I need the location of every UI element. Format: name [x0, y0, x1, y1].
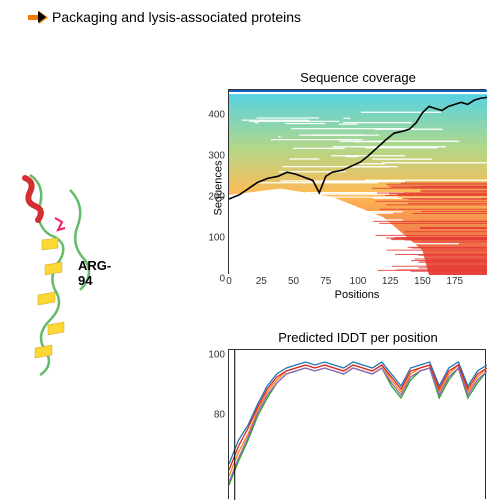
legend: Packaging and lysis-associated proteins: [28, 2, 301, 26]
plot-area: Sequences Positions 01002003004000255075…: [228, 89, 486, 274]
chart-title: Sequence coverage: [228, 70, 488, 85]
plot-area: 80100: [228, 349, 486, 499]
x-axis-label: Positions: [335, 289, 380, 301]
residue-label: ARG-94: [78, 258, 120, 288]
arrow-icon: [28, 11, 46, 23]
legend-item-1: Packaging and lysis-associated proteins: [28, 9, 301, 25]
legend-label: Packaging and lysis-associated proteins: [52, 9, 301, 25]
protein-structure: ARG-94: [0, 170, 120, 370]
coverage-chart: Sequence coverage Sequences Positions 01…: [228, 70, 488, 274]
y-axis-label: Sequences: [213, 160, 225, 215]
chart-title: Predicted IDDT per position: [228, 330, 488, 345]
lddt-chart: Predicted IDDT per position 80100: [228, 330, 488, 499]
